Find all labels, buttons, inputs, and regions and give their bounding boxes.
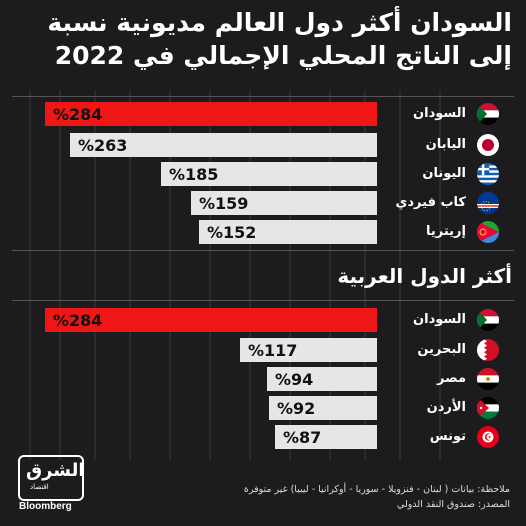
eritrea-flag-icon: [477, 221, 499, 243]
sudan-flag-icon: [477, 309, 499, 331]
category-label: إريتريا: [426, 224, 466, 239]
data-label: %185: [169, 164, 219, 184]
sudan-flag-icon: [477, 103, 499, 125]
category-label: الأردن: [426, 400, 466, 415]
bar: %159: [191, 191, 377, 215]
divider: [12, 96, 514, 97]
section-title: أكثر الدول العربية: [337, 264, 512, 288]
bar: %284: [45, 102, 377, 126]
bar: %92: [269, 396, 377, 420]
bar: %152: [199, 220, 377, 244]
category-label: السودان: [413, 106, 466, 121]
bar: %87: [275, 425, 377, 449]
chart2-row-4: %87 تونس: [0, 425, 526, 449]
data-label: %159: [199, 193, 249, 213]
cape-verde-flag-icon: [477, 192, 499, 214]
chart2-row-0: %284 السودان: [0, 308, 526, 332]
data-label: %284: [53, 104, 103, 124]
chart2-row-2: %94 مصر: [0, 367, 526, 391]
bar: %94: [267, 367, 377, 391]
divider: [12, 250, 514, 251]
chart1-row-4: %152 إريتريا: [0, 220, 526, 244]
category-label: تونس: [429, 429, 466, 444]
jordan-flag-icon: [477, 397, 499, 419]
chart2-row-3: %92 الأردن: [0, 396, 526, 420]
page-title: السودان أكثر دول العالم مديونية نسبة إلى…: [47, 8, 512, 70]
chart1-row-3: %159 كاب فيردي: [0, 191, 526, 215]
logo-english-text: Bloomberg: [19, 501, 72, 512]
bar: %284: [45, 308, 377, 332]
data-label: %87: [283, 427, 322, 447]
data-label: %94: [275, 369, 314, 389]
logo-frame: [18, 455, 84, 501]
chart1-row-1: %263 اليابان: [0, 133, 526, 157]
logo-arabic-subtext: اقتصاد: [30, 483, 49, 491]
bar: %185: [161, 162, 377, 186]
category-label: اليابان: [425, 137, 466, 152]
category-label: اليونان: [422, 166, 466, 181]
bar: %117: [240, 338, 377, 362]
category-label: مصر: [437, 371, 466, 386]
data-label: %152: [207, 222, 257, 242]
divider: [12, 300, 514, 301]
chart1-row-2: %185 اليونان: [0, 162, 526, 186]
category-label: البحرين: [417, 342, 466, 357]
category-label: كاب فيردي: [395, 195, 466, 210]
note-text: ملاحظة: بيانات ( لبنان - فنزويلا - سوريا…: [243, 484, 510, 495]
egypt-flag-icon: [477, 368, 499, 390]
chart1-row-0: %284 السودان: [0, 102, 526, 126]
source-text: المصدر: صندوق النقد الدولي: [396, 499, 510, 510]
japan-flag-icon: [477, 134, 499, 156]
data-label: %284: [53, 310, 103, 330]
data-label: %263: [78, 135, 128, 155]
data-label: %92: [277, 398, 316, 418]
data-label: %117: [248, 340, 298, 360]
greece-flag-icon: [477, 163, 499, 185]
bahrain-flag-icon: [477, 339, 499, 361]
notes: ملاحظة: بيانات ( لبنان - فنزويلا - سوريا…: [150, 482, 510, 512]
category-label: السودان: [413, 312, 466, 327]
logo-arabic-text: الشرق: [26, 460, 85, 481]
bar: %263: [70, 133, 377, 157]
chart2-row-1: %117 البحرين: [0, 338, 526, 362]
asharq-bloomberg-logo: الشرق اقتصاد Bloomberg: [18, 455, 85, 515]
tunisia-flag-icon: [477, 426, 499, 448]
